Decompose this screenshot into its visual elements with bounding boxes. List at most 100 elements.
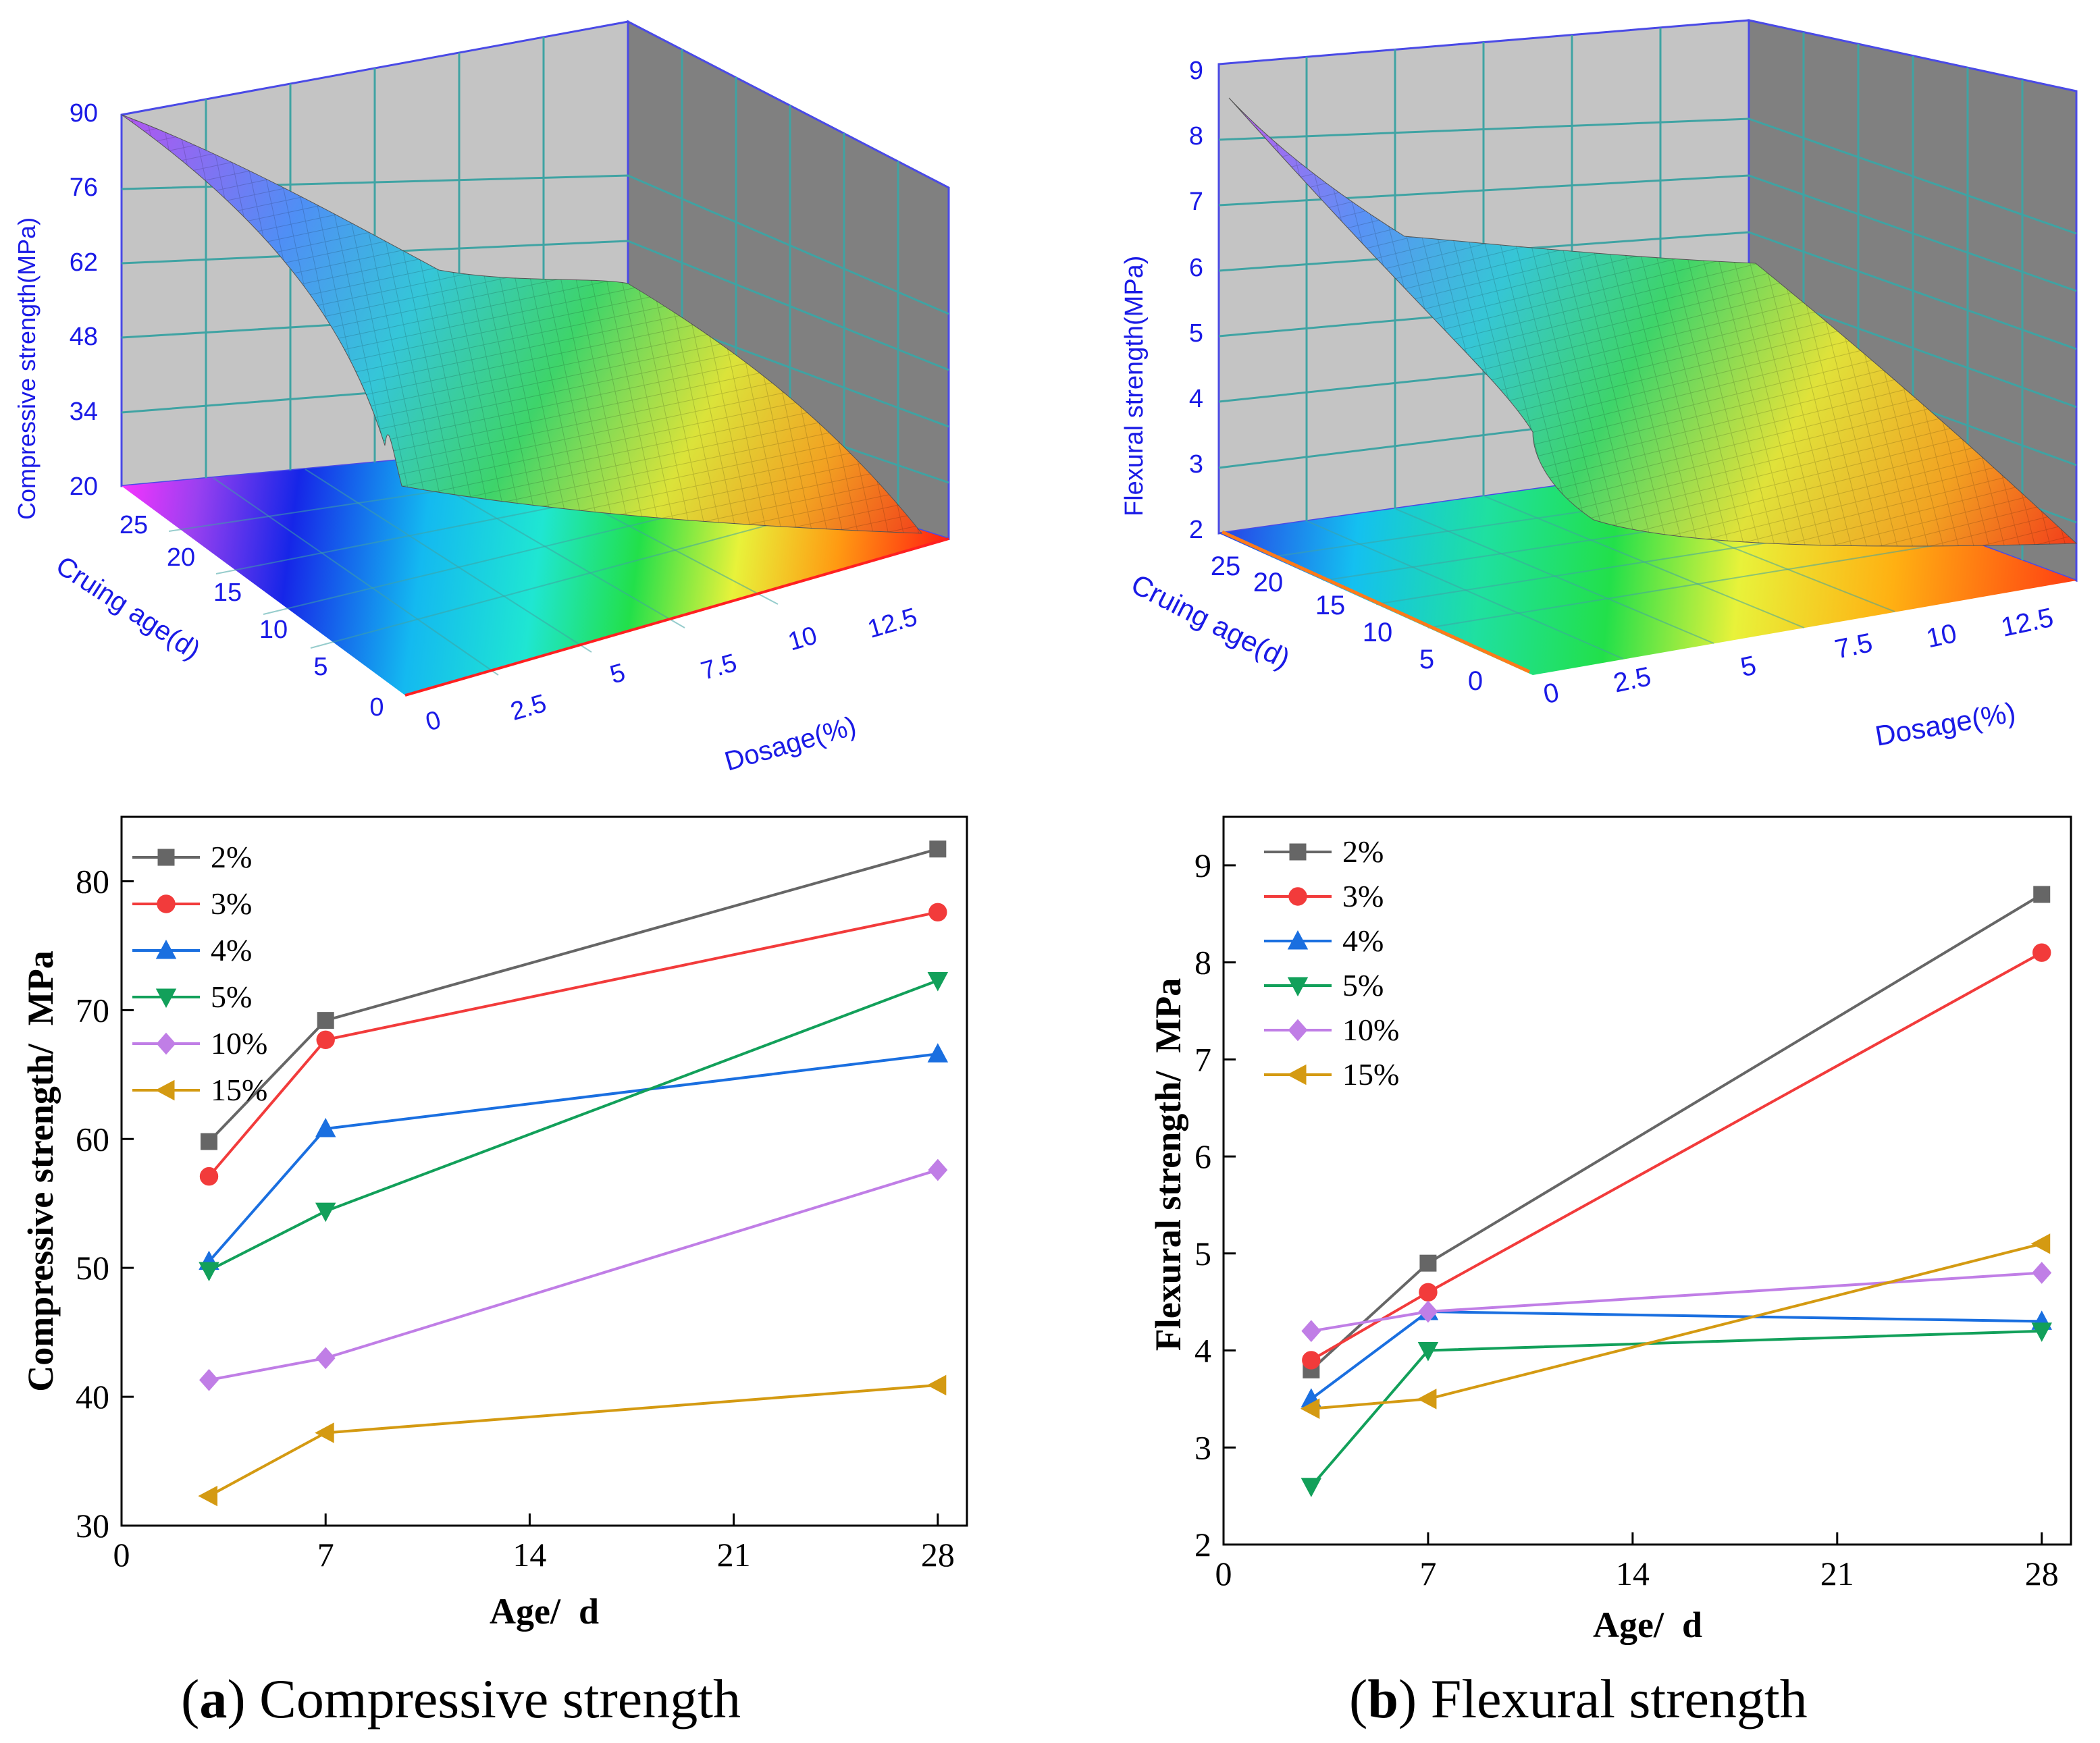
point-2pct-28d xyxy=(2033,886,2051,903)
legend-label-10pct: 10% xyxy=(1342,1013,1399,1047)
plot-frame xyxy=(120,815,968,1527)
point-2pct-7d xyxy=(317,1012,334,1029)
x-tick-12_5: 12.5 xyxy=(1999,603,2056,643)
caption-b-text: Flexural strength xyxy=(1417,1668,1808,1729)
series-line-10pct xyxy=(209,1169,939,1382)
z-tick-62: 62 xyxy=(70,248,98,277)
legend-marker-2pct xyxy=(1289,843,1307,861)
point-3pct-28d xyxy=(928,903,947,921)
x-tick-label: 7 xyxy=(317,1536,334,1574)
y-tick-20: 20 xyxy=(167,543,195,572)
z-axis-ticks: 20 34 48 62 76 90 xyxy=(70,99,98,501)
caption-a: (a) Compressive strength xyxy=(181,1668,741,1729)
legend-label-3pct: 3% xyxy=(211,886,252,921)
y-tick-0: 0 xyxy=(1468,666,1483,696)
z-tick-8: 8 xyxy=(1189,122,1203,151)
y-tick-5: 5 xyxy=(1419,645,1434,674)
x-tick-12_5: 12.5 xyxy=(864,603,920,644)
point-2pct-7d xyxy=(1419,1254,1437,1272)
x-tick-10: 10 xyxy=(1924,618,1960,653)
series-line-5pct xyxy=(1310,1329,2042,1488)
y-tick-15: 15 xyxy=(1315,591,1346,620)
y-axis-ticks: 0 5 10 15 20 25 xyxy=(120,511,384,722)
z-axis-label: Compressive strength(MPa) xyxy=(13,217,41,520)
z-tick-3: 3 xyxy=(1189,450,1203,479)
z-tick-4: 4 xyxy=(1189,385,1203,413)
legend-marker-3pct xyxy=(1288,887,1307,906)
legend-marker-15pct xyxy=(155,1079,175,1101)
x-axis-label: Dosage(%) xyxy=(1872,696,2018,752)
legend-marker-15pct xyxy=(1286,1064,1307,1085)
legend-label-15pct: 15% xyxy=(1342,1057,1399,1092)
z-tick-2: 2 xyxy=(1189,516,1203,544)
series-line-4pct xyxy=(208,1052,939,1262)
point-4pct-28d xyxy=(927,1043,949,1063)
y-axis-ticks: 2 3 4 5 6 7 8 9 xyxy=(1195,847,1236,1563)
y-tick-label: 5 xyxy=(1195,1235,1211,1272)
x-axis-label: Age/ d xyxy=(490,1591,599,1632)
point-5pct-3d xyxy=(1301,1478,1322,1497)
caption-b: (b) Flexural strength xyxy=(1349,1668,1808,1729)
z-tick-7: 7 xyxy=(1189,188,1203,216)
x-tick-7_5: 7.5 xyxy=(698,649,740,686)
y-axis-ticks: 0 5 10 15 20 25 xyxy=(1211,552,1483,696)
point-5pct-3d xyxy=(199,1262,219,1282)
point-15pct-3d xyxy=(198,1485,218,1507)
y-tick-label: 7 xyxy=(1195,1040,1211,1078)
legend-label-4pct: 4% xyxy=(1342,923,1384,958)
point-15pct-28d xyxy=(926,1374,947,1396)
x-tick-label: 7 xyxy=(1419,1555,1436,1592)
y-tick-20: 20 xyxy=(1253,568,1284,597)
series-line-3pct xyxy=(1310,951,2043,1362)
y-axis-ticks: 30 40 50 60 70 80 xyxy=(76,862,134,1545)
legend-label-10pct: 10% xyxy=(211,1026,267,1061)
legend-marker-10pct xyxy=(1288,1019,1308,1042)
z-tick-34: 34 xyxy=(70,398,98,426)
y-tick-5: 5 xyxy=(313,653,327,681)
z-tick-20: 20 xyxy=(70,473,98,501)
x-tick-0: 0 xyxy=(1541,677,1562,709)
y-tick-label: 70 xyxy=(76,991,109,1029)
legend-label-2pct: 2% xyxy=(1342,834,1384,869)
point-10pct-28d xyxy=(2032,1262,2052,1284)
series-line-10pct xyxy=(1311,1271,2042,1333)
caption-a-letter: a xyxy=(199,1668,228,1729)
legend-marker-10pct xyxy=(156,1032,176,1055)
point-3pct-3d xyxy=(1302,1351,1321,1370)
point-4pct-7d xyxy=(315,1117,336,1137)
y-tick-label: 9 xyxy=(1195,847,1211,884)
legend-label-3pct: 3% xyxy=(1342,879,1384,913)
x-tick-10: 10 xyxy=(785,621,820,656)
z-tick-76: 76 xyxy=(70,173,98,202)
point-15pct-7d xyxy=(315,1422,334,1443)
x-tick-label: 14 xyxy=(513,1536,546,1574)
y-tick-10: 10 xyxy=(1363,618,1393,647)
series-line-4pct xyxy=(1310,1310,2042,1401)
x-tick-label: 28 xyxy=(2025,1555,2059,1592)
y-tick-label: 4 xyxy=(1195,1332,1211,1370)
point-15pct-7d xyxy=(1417,1389,1437,1410)
surface-mesh xyxy=(122,115,922,533)
y-tick-25: 25 xyxy=(120,511,148,539)
legend-marker-3pct xyxy=(157,894,176,913)
x-tick-2_5: 2.5 xyxy=(1611,662,1654,699)
point-15pct-3d xyxy=(1300,1398,1320,1420)
z-axis-ticks: 2 3 4 5 6 7 8 9 xyxy=(1189,57,1203,544)
surface-mesh xyxy=(1229,98,2076,547)
panel-b-3d-surface-chart: 2 3 4 5 6 7 8 9 0 5 10 15 20 25 0 2.5 5 7.5 10 12.5 Flexu… xyxy=(1120,19,2078,752)
legend-marker-4pct xyxy=(155,939,177,959)
front-edge xyxy=(404,537,949,697)
x-tick-0: 0 xyxy=(423,705,444,736)
y-axis-label: Compressive strength/ MPa xyxy=(20,950,61,1391)
point-5pct-28d xyxy=(2031,1322,2052,1342)
legend-marker-2pct xyxy=(157,849,175,866)
legend-marker-5pct xyxy=(155,988,177,1009)
x-tick-label: 21 xyxy=(717,1536,751,1574)
x-tick-label: 0 xyxy=(1215,1555,1232,1592)
point-15pct-28d xyxy=(2030,1233,2051,1254)
y-axis-label: Flexural strength/ MPa xyxy=(1148,978,1188,1351)
point-3pct-28d xyxy=(2032,943,2051,962)
point-10pct-7d xyxy=(1418,1300,1438,1323)
panel-a-3d-surface-chart: 20 34 48 62 76 90 0 5 10 15 20 25 0 2.5 5 7.5 10 12.5 C… xyxy=(13,20,950,777)
